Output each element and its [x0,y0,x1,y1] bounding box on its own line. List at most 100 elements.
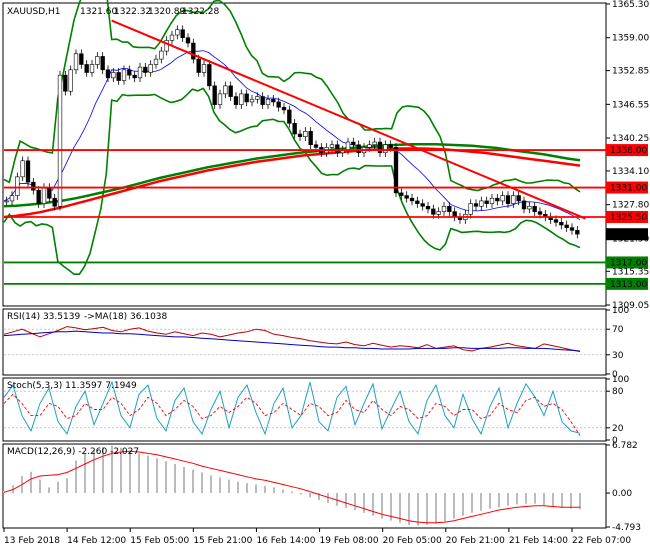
candle-body [559,222,564,226]
candle-body [575,230,580,235]
candle-body [244,93,249,103]
candle-body [223,85,228,95]
stoch-y-tick-label: 20 [612,424,624,434]
ohlc-low: 1320.89 [148,7,185,17]
candle-body [383,144,388,154]
candle-body [127,69,132,76]
candle-body [41,187,47,204]
x-tick-label: 13 Feb 2018 [4,536,60,546]
stoch-y-tick-label: 0 [612,436,618,446]
level-label-box [606,181,648,194]
main-y-tick-label: 1352.85 [612,67,649,77]
candle-body [57,74,63,207]
candle-body [212,85,217,105]
candle-body [249,98,255,103]
candle-body [148,64,153,73]
candle-body [399,192,404,196]
candle-body [137,66,143,79]
candle-body [68,69,73,92]
candle-body [292,123,297,135]
candle-body [52,197,57,207]
level-label: 1331.00 [610,184,647,194]
candle-body [95,56,100,65]
bollinger-upper-line [3,0,581,193]
candle-body [516,195,521,202]
candle-body [404,195,409,199]
candle-body [527,205,532,210]
candle-body [201,64,207,73]
candle-body [484,200,489,204]
level-label-box [606,210,648,223]
candle-body [308,131,313,146]
stoch-y-tick-label: 100 [612,375,629,385]
candle-body [297,133,303,138]
candle-body [265,98,271,105]
candle-body [313,144,319,148]
candle-body [25,160,31,183]
candle-body [537,211,543,215]
candle-body [228,85,233,97]
level-label-box [606,277,648,290]
candle-body [4,200,9,203]
candle-body [420,203,425,207]
candle-body [169,34,175,41]
candle-body [31,181,36,191]
candle-body [260,96,265,105]
candle-body [345,141,351,151]
candle-body [495,197,500,202]
candle-body [180,29,185,39]
candle-body [143,66,148,73]
candle-body [447,205,452,212]
candle-body [521,200,527,210]
candle-body [164,40,169,52]
candle-body [303,131,308,138]
rsi-y-tick-label: 70 [612,325,624,335]
candle-body [233,96,239,105]
candle-body [329,144,335,148]
macd-y-tick-label: 6.782 [612,441,638,451]
x-tick-label: 19 Feb 08:00 [320,536,379,546]
level-label-box [606,256,648,269]
candle-body [116,72,121,81]
candle-body [393,147,399,194]
candle-body [84,64,89,73]
candle-body [276,101,281,108]
candle-body [500,195,505,202]
rsi-pane [2,308,607,376]
level-label-box [606,144,648,157]
candle-body [185,37,191,44]
candle-body [532,205,537,212]
stoch-d-line [3,393,581,436]
rsi-y-tick-label: 30 [612,351,624,361]
bollinger-lower-line [3,87,581,276]
main-y-tick-label: 1340.25 [612,134,649,144]
candle-body [153,58,159,65]
x-tick-label: 15 Feb 05:00 [130,536,189,546]
candle-body [569,227,575,231]
candle-body [409,197,415,202]
candle-body [63,74,68,92]
level-label: 1313.00 [610,280,647,290]
candle-body [159,50,164,60]
macd-y-tick-label: 0.00 [612,489,632,499]
candle-body [372,141,377,146]
candle-body [489,197,495,204]
candle-body [100,56,105,71]
stoch-pane [2,377,607,442]
current-price-label: 1322.28 [610,230,647,240]
x-tick-label: 21 Feb 14:00 [509,536,568,546]
candle-body [425,205,431,210]
level-label: 1325.50 [610,213,647,223]
candle-body [377,141,383,154]
candle-body [36,189,41,204]
candle-body [468,203,473,215]
main-y-tick-label: 1327.80 [612,201,649,211]
level-label: 1338.00 [610,146,647,156]
x-tick-label: 20 Feb 05:00 [383,536,442,546]
candle-body [47,187,52,199]
candle-body [132,74,137,79]
candle-body [367,144,372,148]
candle-body [111,72,116,79]
ma-fast-line [3,50,581,221]
